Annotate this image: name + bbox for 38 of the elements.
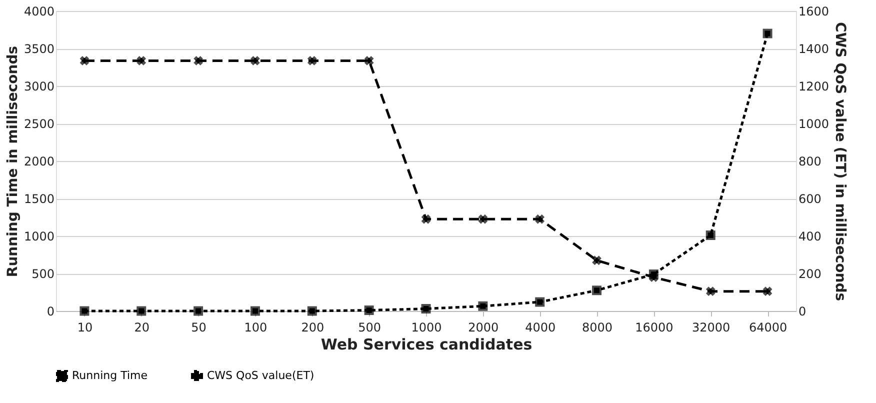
x-tick-label: 200 <box>301 320 324 334</box>
y-tick-label: 1000 <box>24 230 54 244</box>
y2-tick-label: 1600 <box>798 4 830 18</box>
x-tick-label: 10 <box>77 320 93 334</box>
y-tick-label: 2000 <box>24 154 54 168</box>
y2-tick-label: 600 <box>798 192 822 206</box>
legend-label: CWS QoS value(ET) <box>207 369 314 382</box>
y2-tick-label: 800 <box>798 154 822 168</box>
y-axis-title: Running Time in milliseconds <box>4 46 21 278</box>
x-tick-label: 100 <box>244 320 268 334</box>
x-tick-label: 64000 <box>748 320 788 334</box>
y-tick-label: 3000 <box>24 80 54 94</box>
y2-tick-label: 400 <box>798 230 822 244</box>
x-tick-label: 20 <box>134 320 150 334</box>
x-tick-label: 50 <box>191 320 206 334</box>
y-tick-label: 1500 <box>24 192 54 206</box>
x-tick-label: 500 <box>358 320 382 334</box>
y-tick-label: 4000 <box>24 4 54 18</box>
point <box>250 306 260 316</box>
y2-tick-label: 1000 <box>798 117 830 131</box>
x-tick-label: 8000 <box>582 320 613 334</box>
y2-axis-title: CWS QoS value (ET) in milliseconds <box>832 22 848 302</box>
legend-label: Running Time <box>72 369 148 382</box>
x-tick-label: 4000 <box>525 320 556 334</box>
y-tick-label: 3500 <box>24 42 54 56</box>
y2-tick-label: 1200 <box>798 80 830 94</box>
y-tick-label: 2500 <box>24 117 54 131</box>
y2-tick-label: 200 <box>798 267 822 281</box>
x-tick-label: 16000 <box>635 320 674 334</box>
x-tick-label: 1000 <box>411 320 442 334</box>
y2-tick-label: 0 <box>798 304 806 318</box>
y2-tick-label: 1400 <box>798 42 830 56</box>
x-tick-label: 32000 <box>692 320 730 334</box>
x-tick-label: 2000 <box>468 320 499 334</box>
point <box>592 286 602 296</box>
y-tick-label: 0 <box>46 304 54 318</box>
x-axis-title: Web Services candidates <box>320 336 532 354</box>
y-tick-label: 500 <box>32 267 54 281</box>
